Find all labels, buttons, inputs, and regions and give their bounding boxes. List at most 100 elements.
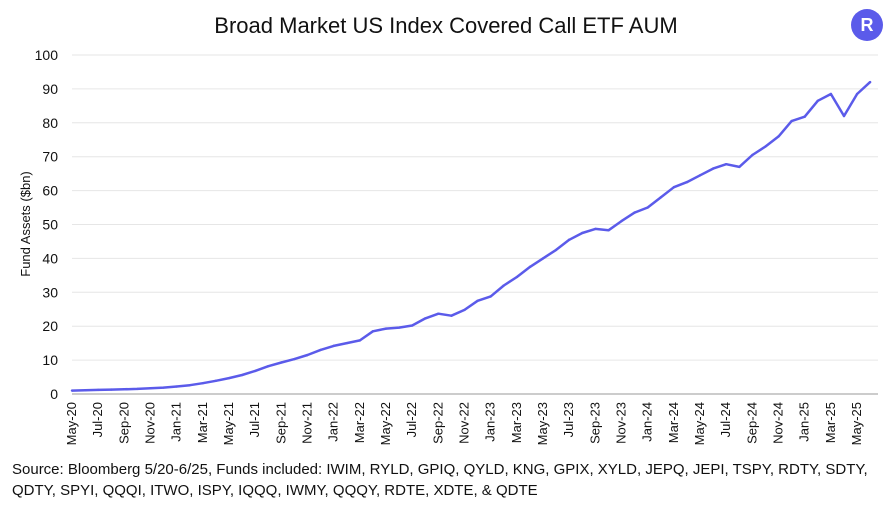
data-point	[162, 386, 165, 389]
data-point	[581, 231, 584, 235]
data-point	[803, 115, 806, 118]
data-point	[672, 186, 676, 189]
data-point	[175, 385, 178, 388]
data-point	[777, 135, 780, 138]
x-tick-label: Nov-24	[771, 402, 786, 444]
data-point	[685, 180, 689, 184]
x-tick-label: Jan-23	[483, 402, 498, 442]
y-tick-label: 50	[42, 217, 58, 233]
data-point	[253, 369, 257, 373]
x-tick-label: Jan-22	[326, 402, 341, 442]
series-group	[70, 80, 872, 392]
y-tick-label: 10	[42, 352, 58, 368]
data-point	[476, 299, 479, 302]
y-tick-label: 90	[42, 81, 58, 97]
data-point	[345, 341, 348, 345]
x-tick-label: May-21	[221, 402, 236, 445]
data-point	[594, 227, 597, 231]
data-point	[332, 344, 335, 348]
data-point	[829, 92, 833, 96]
data-point	[646, 206, 649, 209]
x-tick-label: Jul-23	[561, 402, 576, 437]
x-tick-label: Nov-20	[143, 402, 158, 444]
x-tick-label: Mar-22	[352, 402, 367, 443]
data-point	[764, 145, 767, 148]
data-point	[240, 373, 244, 377]
data-point	[319, 348, 322, 352]
data-point	[358, 339, 362, 342]
y-axis-ticks: 0 10 20 30 40 50 60 70 80 90 100	[35, 47, 59, 402]
data-point	[70, 389, 74, 392]
data-point	[149, 387, 152, 390]
x-tick-label: Jan-25	[797, 402, 812, 442]
data-point	[371, 330, 375, 333]
x-tick-label: Sep-21	[273, 402, 288, 444]
data-point	[83, 389, 87, 392]
x-tick-label: Nov-23	[614, 402, 629, 444]
x-tick-label: Sep-20	[116, 402, 131, 444]
data-point	[201, 381, 205, 385]
data-point	[463, 308, 466, 312]
data-point	[725, 162, 728, 166]
data-point	[698, 174, 702, 177]
data-point	[842, 114, 846, 118]
x-tick-label: Nov-22	[457, 402, 472, 444]
data-point	[790, 119, 793, 123]
data-point	[633, 211, 636, 214]
y-tick-label: 60	[42, 183, 58, 199]
data-point	[528, 265, 532, 269]
data-point	[751, 153, 754, 157]
grid-lines	[72, 54, 878, 395]
data-point	[424, 317, 427, 320]
x-tick-label: May-22	[378, 402, 393, 445]
x-tick-label: Mar-25	[823, 402, 838, 443]
chart-title: Broad Market US Index Covered Call ETF A…	[214, 13, 678, 38]
x-tick-label: May-23	[535, 402, 550, 445]
x-tick-label: Mar-21	[195, 402, 210, 443]
x-tick-label: Jan-24	[640, 402, 655, 442]
data-point	[384, 327, 388, 330]
x-tick-label: Sep-22	[430, 402, 445, 444]
x-tick-label: Jul-24	[718, 402, 733, 437]
data-point	[489, 295, 492, 298]
data-point	[541, 257, 545, 260]
y-tick-label: 80	[42, 115, 58, 131]
data-point	[450, 314, 453, 317]
data-point	[502, 284, 505, 287]
data-point	[515, 275, 519, 279]
line-chart: 0 10 20 30 40 50 60 70 80 90 100 May-20 Jul-20 Sep-2…	[18, 47, 878, 445]
data-point	[293, 357, 296, 361]
data-point	[214, 379, 218, 382]
data-point	[136, 387, 139, 391]
data-point	[738, 165, 741, 169]
y-tick-label: 0	[50, 386, 58, 402]
x-tick-label: Mar-24	[666, 402, 681, 443]
data-point	[568, 238, 571, 241]
data-point	[868, 80, 872, 84]
data-point	[711, 167, 715, 170]
data-point	[110, 388, 113, 391]
data-point	[607, 229, 610, 232]
data-point	[554, 248, 558, 252]
data-point	[280, 361, 283, 364]
brand-logo-icon: R	[851, 9, 883, 41]
y-axis-label: Fund Assets ($bn)	[18, 171, 33, 277]
y-tick-label: 20	[42, 318, 58, 334]
data-point	[267, 365, 270, 368]
x-tick-label: Sep-23	[587, 402, 602, 444]
y-tick-label: 40	[42, 250, 58, 266]
x-tick-label: Jul-21	[247, 402, 262, 437]
x-tick-label: Mar-23	[509, 402, 524, 443]
data-point	[620, 219, 623, 223]
x-tick-label: Jan-21	[169, 402, 184, 442]
data-point	[397, 326, 401, 329]
data-point	[96, 388, 100, 392]
x-tick-label: Nov-21	[300, 402, 315, 444]
data-point	[659, 196, 662, 199]
data-point	[123, 388, 126, 391]
data-point	[227, 376, 231, 380]
x-axis-ticks: May-20 Jul-20 Sep-20 Nov-20 Jan-21 Mar-21 May-…	[64, 402, 864, 445]
x-tick-label: Sep-24	[744, 402, 759, 444]
data-point	[437, 312, 440, 315]
data-point	[306, 353, 309, 357]
